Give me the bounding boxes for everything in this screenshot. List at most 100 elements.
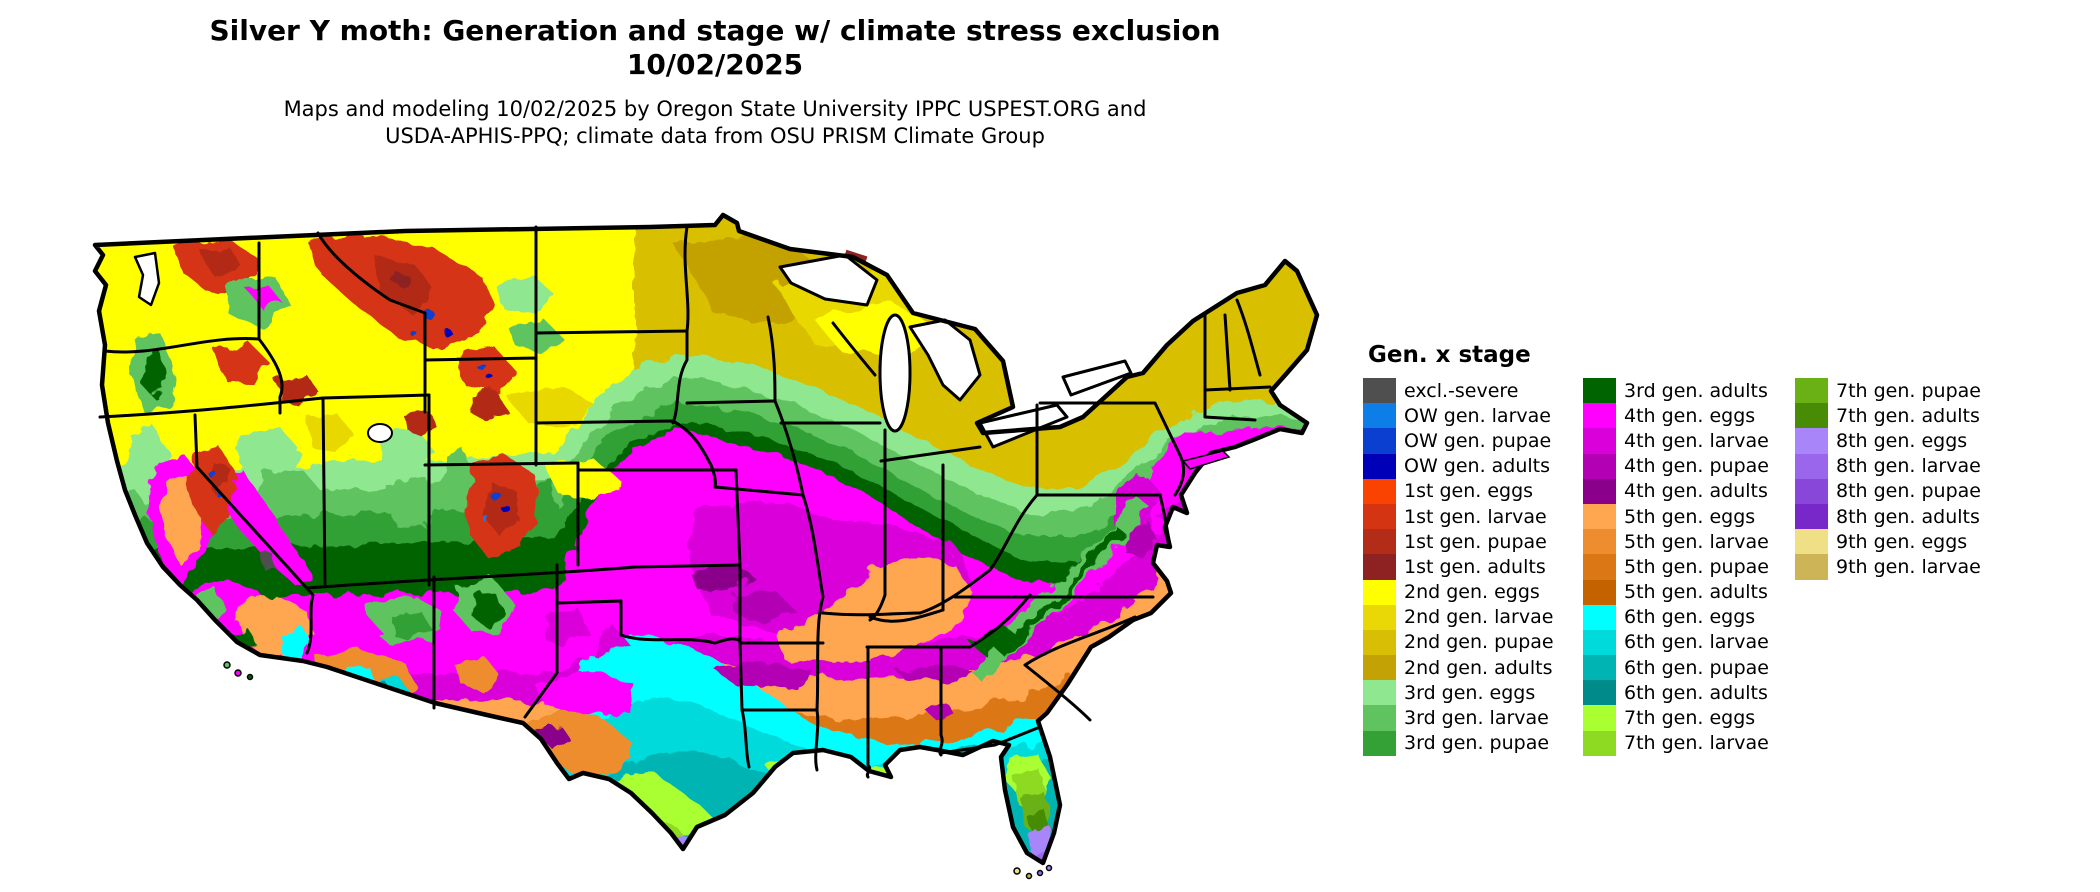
legend-label: 3rd gen. larvae: [1404, 707, 1549, 730]
legend-swatch: [1795, 428, 1828, 454]
lakes: [133, 251, 1133, 449]
legend-column-1: excl.-severe OW gen. larvae OW gen. pupae O…: [1363, 378, 1554, 756]
legend-swatch: [1363, 579, 1396, 605]
legend-row: 1st gen. adults: [1363, 554, 1554, 580]
legend-label: OW gen. adults: [1404, 455, 1551, 478]
legend-row: 3rd gen. pupae: [1363, 730, 1554, 756]
legend-swatch: [1363, 655, 1396, 681]
legend-swatch: [1363, 503, 1396, 530]
legend-row: 2nd gen. larvae: [1363, 604, 1554, 630]
legend-swatch: [1795, 478, 1828, 504]
legend-label: 4th gen. larvae: [1624, 429, 1769, 452]
legend-label: excl.-severe: [1404, 379, 1519, 402]
legend-swatch: [1363, 705, 1396, 731]
west-region: [127, 233, 620, 713]
legend-row: 3rd gen. larvae: [1363, 705, 1554, 731]
legend-row: 1st gen. eggs: [1363, 478, 1554, 504]
legend-row: 6th gen. adults: [1583, 680, 1769, 706]
legend-swatch: [1583, 680, 1616, 706]
legend-column-3: 7th gen. pupae 7th gen. adults 8th gen. eg…: [1795, 378, 1981, 580]
legend-row: OW gen. adults: [1363, 453, 1554, 479]
legend-label: 1st gen. eggs: [1404, 480, 1534, 503]
legend-row: 6th gen. eggs: [1583, 604, 1769, 630]
legend-label: 6th gen. eggs: [1624, 606, 1756, 629]
legend-swatch: [1363, 529, 1396, 555]
legend-row: 8th gen. pupae: [1795, 478, 1981, 504]
legend-label: 2nd gen. pupae: [1404, 631, 1554, 654]
state-borders: [98, 225, 1272, 779]
legend-row: 2nd gen. pupae: [1363, 629, 1554, 656]
legend-row: 6th gen. pupae: [1583, 655, 1769, 681]
legend-swatch: [1363, 730, 1396, 756]
legend-row: 7th gen. eggs: [1583, 705, 1769, 731]
legend-row: 7th gen. pupae: [1795, 378, 1981, 404]
legend-swatch: [1795, 378, 1828, 404]
legend-row: 2nd gen. eggs: [1363, 579, 1554, 605]
legend-label: OW gen. pupae: [1404, 429, 1552, 452]
legend-swatch: [1583, 529, 1616, 555]
legend-label: 5th gen. eggs: [1624, 505, 1756, 528]
legend-label: 2nd gen. eggs: [1404, 581, 1540, 604]
legend-label: 5th gen. pupae: [1624, 555, 1769, 578]
florida-keys-dot: [1045, 864, 1053, 872]
legend-swatch: [1583, 453, 1616, 479]
legend-label: 1st gen. larvae: [1404, 505, 1547, 528]
legend-swatch: [1795, 554, 1828, 580]
islands: [223, 450, 1231, 880]
map-subtitle-line1: Maps and modeling 10/02/2025 by Oregon S…: [283, 97, 1147, 122]
legend-swatch: [1363, 478, 1396, 504]
legend-swatch: [1583, 478, 1616, 504]
legend-label: 6th gen. pupae: [1624, 656, 1769, 679]
legend-row: 2nd gen. adults: [1363, 655, 1554, 681]
legend-swatch: [1363, 453, 1396, 479]
legend-row: 9th gen. larvae: [1795, 554, 1981, 580]
legend-swatch: [1583, 705, 1616, 731]
legend-label: 3rd gen. pupae: [1404, 732, 1550, 755]
florida-keys-dot: [1025, 872, 1033, 880]
us-map: [75, 165, 1325, 885]
legend-column-2: 3rd gen. adults 4th gen. eggs 4th gen. lar…: [1583, 378, 1769, 756]
legend-row: OW gen. pupae: [1363, 428, 1554, 454]
legend-label: 1st gen. pupae: [1404, 530, 1547, 553]
legend-label: 7th gen. adults: [1836, 404, 1980, 427]
legend-swatch: [1795, 529, 1828, 555]
legend-label: 5th gen. larvae: [1624, 530, 1769, 553]
florida-region: [930, 743, 1055, 863]
raster-regions: [95, 215, 1317, 863]
lake-erie: [978, 403, 1069, 449]
legend-row: 5th gen. eggs: [1583, 503, 1769, 530]
puget-sound: [133, 251, 161, 307]
legend-label: 5th gen. adults: [1624, 581, 1768, 604]
legend-row: 1st gen. pupae: [1363, 529, 1554, 555]
legend-row: 1st gen. larvae: [1363, 503, 1554, 530]
legend-label: 2nd gen. adults: [1404, 656, 1553, 679]
legend-swatch: [1583, 604, 1616, 630]
legend-label: 4th gen. pupae: [1624, 455, 1769, 478]
legend-label: 7th gen. larvae: [1624, 732, 1769, 755]
legend-swatch: [1583, 378, 1616, 404]
legend-swatch: [1363, 554, 1396, 580]
legend-label: 8th gen. larvae: [1836, 455, 1981, 478]
legend-label: 2nd gen. larvae: [1404, 606, 1554, 629]
legend-row: 3rd gen. adults: [1583, 378, 1769, 404]
legend-label: 8th gen. eggs: [1836, 429, 1968, 452]
lake-ontario: [1061, 359, 1133, 397]
header: Silver Y moth: Generation and stage w/ c…: [0, 14, 1430, 150]
legend-swatch: [1583, 428, 1616, 454]
map-title-date: 10/02/2025: [626, 48, 804, 82]
legend-swatch: [1583, 730, 1616, 756]
legend-swatch: [1583, 554, 1616, 580]
legend-swatch: [1795, 453, 1828, 479]
us-outline: [92, 212, 1320, 866]
long-island: [1181, 450, 1231, 470]
legend-row: 5th gen. pupae: [1583, 554, 1769, 580]
legend-label: 8th gen. pupae: [1836, 480, 1981, 503]
legend-label: 6th gen. adults: [1624, 681, 1768, 704]
legend-swatch: [1363, 428, 1396, 454]
legend-title: Gen. x stage: [1368, 342, 1531, 368]
legend-row: 8th gen. larvae: [1795, 453, 1981, 479]
legend-row: 4th gen. pupae: [1583, 453, 1769, 479]
lake-michigan: [878, 313, 912, 433]
legend-label: 4th gen. eggs: [1624, 404, 1756, 427]
